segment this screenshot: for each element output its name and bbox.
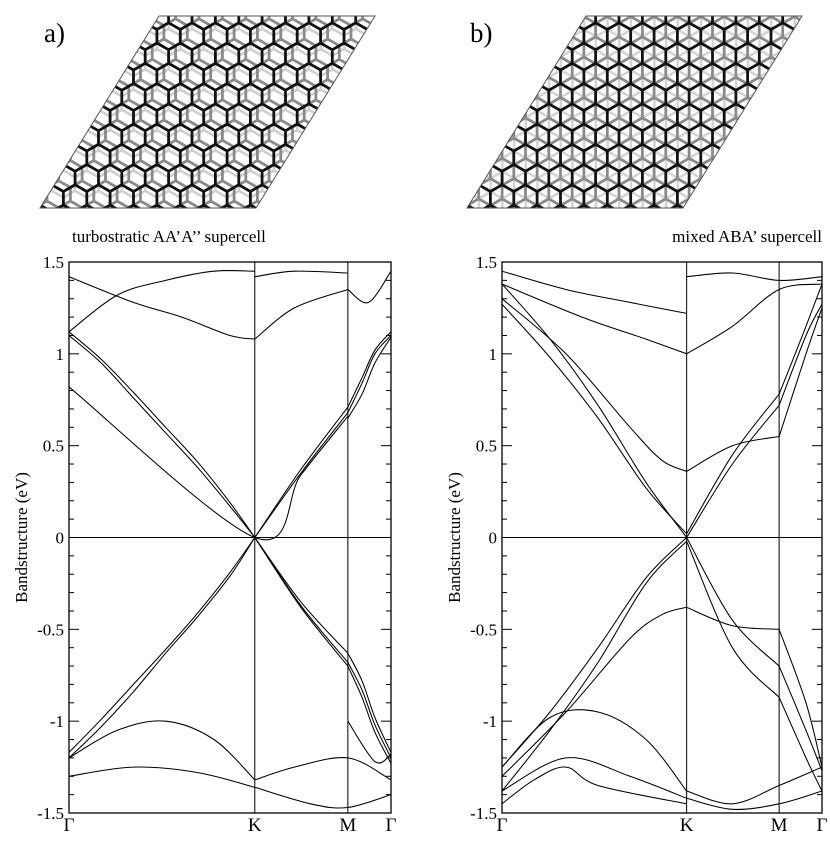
y-tick-label: 1 xyxy=(56,345,65,364)
band-line xyxy=(347,270,391,304)
panel-b-caption: mixed ABA’ supercell xyxy=(672,227,822,246)
band-line xyxy=(502,540,687,792)
y-tick-label: 0 xyxy=(56,529,65,548)
y-tick-label: 0 xyxy=(489,529,498,548)
band-line xyxy=(686,790,822,810)
y-tick-label: -0.5 xyxy=(37,620,64,639)
x-tick-label: Γ xyxy=(817,815,828,836)
band-line xyxy=(686,540,780,698)
band-line xyxy=(69,537,256,759)
band-line xyxy=(686,283,822,355)
band-line xyxy=(254,289,349,340)
panel-a-letter: a) xyxy=(44,18,65,48)
band-line xyxy=(347,335,391,413)
band-line xyxy=(502,270,687,314)
y-tick-label: 1 xyxy=(489,345,498,364)
band-line xyxy=(69,766,255,788)
band-line xyxy=(778,665,822,771)
panel-a-caption: turbostratic AA’A’’ supercell xyxy=(72,227,266,246)
band-line xyxy=(686,272,822,281)
band-line xyxy=(347,331,391,408)
band-line xyxy=(502,606,687,777)
band-line xyxy=(686,404,780,538)
band-line xyxy=(778,283,822,395)
band-line xyxy=(502,766,687,805)
band-line xyxy=(502,303,687,535)
band-line xyxy=(778,629,822,768)
y-tick-label: -1 xyxy=(483,712,497,731)
x-tick-label: K xyxy=(680,815,694,836)
band-line xyxy=(254,537,349,654)
y-tick-label: 1.5 xyxy=(43,253,64,272)
band-line xyxy=(69,335,256,538)
x-tick-label: Γ xyxy=(386,815,397,836)
band-line xyxy=(69,276,255,340)
band-line xyxy=(69,331,256,538)
y-tick-label: -1.5 xyxy=(470,804,497,823)
band-line xyxy=(254,786,391,809)
band-line xyxy=(347,665,391,764)
panel-b-letter: b) xyxy=(470,18,493,48)
y-tick-label: 0.5 xyxy=(476,437,497,456)
band-line xyxy=(502,757,687,799)
x-tick-label: Γ xyxy=(64,815,75,836)
y-axis-label: Bandstructure (eV) xyxy=(12,472,31,603)
band-line xyxy=(686,435,780,472)
band-line xyxy=(502,537,687,768)
band-line xyxy=(686,766,822,805)
band-line xyxy=(778,303,822,406)
band-line xyxy=(254,537,349,663)
band-line xyxy=(686,393,780,535)
y-tick-label: -1.5 xyxy=(37,804,64,823)
y-tick-label: 0.5 xyxy=(43,437,64,456)
y-axis-label: Bandstructure (eV) xyxy=(445,472,464,603)
band-line xyxy=(778,307,822,437)
x-tick-label: K xyxy=(248,815,262,836)
band-line xyxy=(69,720,256,781)
band-line xyxy=(347,652,391,753)
band-line xyxy=(254,537,349,667)
y-tick-label: -0.5 xyxy=(470,620,497,639)
band-line xyxy=(69,386,349,541)
lattice-illustration-a xyxy=(39,15,376,209)
band-line xyxy=(69,537,256,753)
band-line xyxy=(686,537,780,667)
band-line xyxy=(347,720,391,764)
band-line xyxy=(69,270,255,333)
x-tick-label: Γ xyxy=(497,815,508,836)
band-line xyxy=(254,270,348,278)
x-tick-label: M xyxy=(339,815,356,836)
band-line xyxy=(254,406,349,538)
band-line xyxy=(502,283,687,355)
y-tick-label: 1.5 xyxy=(476,253,497,272)
band-line xyxy=(502,298,687,472)
y-tick-label: -1 xyxy=(50,712,64,731)
band-line xyxy=(347,662,391,759)
band-line xyxy=(254,757,391,781)
band-line xyxy=(502,283,688,538)
x-tick-label: M xyxy=(771,815,788,836)
band-line xyxy=(686,606,780,630)
band-line xyxy=(502,709,688,792)
band-line xyxy=(347,337,391,419)
band-line xyxy=(778,697,822,792)
